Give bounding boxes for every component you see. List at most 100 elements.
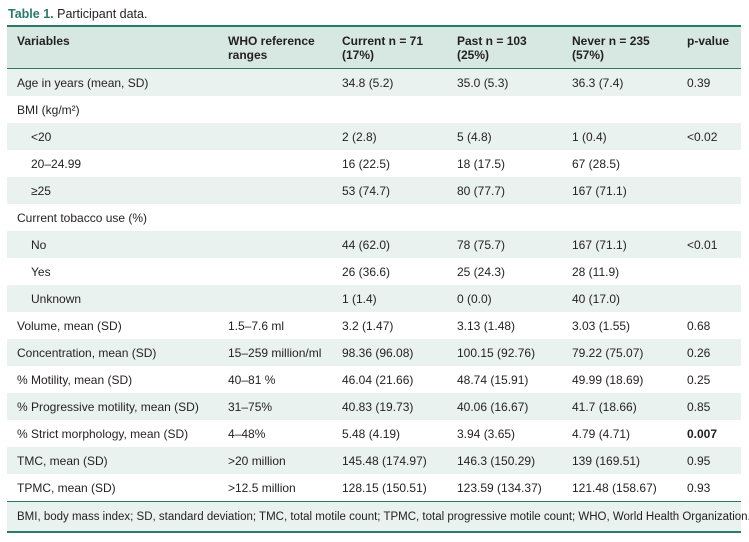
table-cell: 46.04 (21.66) xyxy=(342,372,414,387)
table-cell: ≥25 xyxy=(31,183,51,198)
table-cell: 35.0 (5.3) xyxy=(457,75,509,90)
table-cell: 5 (4.8) xyxy=(457,129,492,144)
table-cell: Yes xyxy=(31,264,51,279)
table-cell xyxy=(218,150,332,177)
table-cell: 123.59 (134.37) xyxy=(457,480,542,495)
table-cell: 49.99 (18.69) xyxy=(572,372,644,387)
table-row: Concentration, mean (SD) 15–259 million/m… xyxy=(7,339,741,366)
table-cell: 79.22 (75.07) xyxy=(572,345,644,360)
table-cell: 128.15 (150.51) xyxy=(342,480,427,495)
table-cell: 100.15 (92.76) xyxy=(457,345,536,360)
table-row: No 44 (62.0) 78 (75.7) 167 (71.1) <0.01 xyxy=(7,231,741,258)
table-cell: <0.02 xyxy=(687,129,718,144)
participant-data-table: Variables WHO reference ranges Current n … xyxy=(7,25,749,533)
table-cell: TMC, mean (SD) xyxy=(17,453,108,468)
table-cell: 121.48 (158.67) xyxy=(572,480,657,495)
table-row: TMC, mean (SD) >20 million 145.48 (174.97)… xyxy=(7,447,741,474)
table-cell: 0.007 xyxy=(687,426,718,441)
table-cell: 31–75% xyxy=(228,399,273,414)
table-cell xyxy=(218,69,332,97)
table-cell: 34.8 (5.2) xyxy=(342,75,394,90)
table-cell: 3.03 (1.55) xyxy=(572,318,631,333)
table-cell: 1 (1.4) xyxy=(342,291,377,306)
table-cell: 20–24.99 xyxy=(31,156,82,171)
table-cell xyxy=(332,204,447,231)
table-row: <20 2 (2.8) 5 (4.8) 1 (0.4) <0.02 xyxy=(7,123,741,150)
table-cell: 78 (75.7) xyxy=(457,237,506,252)
table-cell xyxy=(218,96,332,123)
header-row: Variables WHO reference ranges Current n … xyxy=(7,26,741,69)
header-variables: Variables xyxy=(17,34,70,48)
table-cell xyxy=(677,150,741,177)
table-cell xyxy=(218,285,332,312)
table-cell: 15–259 million/ml xyxy=(228,345,322,360)
table-cell xyxy=(218,258,332,285)
table-row: % Strict morphology, mean (SD) 4–48% 5.48 … xyxy=(7,420,741,447)
table-cell xyxy=(562,96,677,123)
caption-text: Participant data. xyxy=(57,7,148,21)
table-cell xyxy=(447,204,562,231)
header-who-reference: WHO reference ranges xyxy=(228,34,315,62)
table-cell: 167 (71.1) xyxy=(572,183,627,198)
header-past: Past n = 103 (25%) xyxy=(457,34,527,62)
table-cell xyxy=(677,258,741,285)
table-cell: 4–48% xyxy=(228,426,266,441)
table-cell: 41.7 (18.66) xyxy=(572,399,637,414)
table-cell xyxy=(332,96,447,123)
header-current: Current n = 71 (17%) xyxy=(342,34,424,62)
header-never: Never n = 235 (57%) xyxy=(572,34,650,62)
table-container: Variables WHO reference ranges Current n … xyxy=(7,25,749,533)
table-row: TPMC, mean (SD) >12.5 million 128.15 (150.… xyxy=(7,474,741,502)
table-cell: Current tobacco use (%) xyxy=(17,210,148,225)
table-cell: 146.3 (150.29) xyxy=(457,453,536,468)
table-cell: 0.68 xyxy=(687,318,711,333)
table-row: Current tobacco use (%) xyxy=(7,204,741,231)
table-cell xyxy=(677,96,741,123)
table-cell: 36.3 (7.4) xyxy=(572,75,624,90)
table-row: 20–24.99 16 (22.5) 18 (17.5) 67 (28.5) xyxy=(7,150,741,177)
table-cell xyxy=(218,123,332,150)
table-cell: 40.83 (19.73) xyxy=(342,399,414,414)
table-cell xyxy=(447,96,562,123)
table-row: % Motility, mean (SD) 40–81 % 46.04 (21.66… xyxy=(7,366,741,393)
table-cell: 28 (11.9) xyxy=(572,264,620,279)
table-cell: 3.2 (1.47) xyxy=(342,318,394,333)
table-cell: 98.36 (96.08) xyxy=(342,345,414,360)
table-cell: TPMC, mean (SD) xyxy=(17,480,116,495)
table-cell: 40.06 (16.67) xyxy=(457,399,529,414)
table-cell: Concentration, mean (SD) xyxy=(17,345,157,360)
table-row: BMI (kg/m²) xyxy=(7,96,741,123)
table-cell xyxy=(677,204,741,231)
table-cell: <20 xyxy=(31,129,52,144)
table-cell: 0.39 xyxy=(687,75,711,90)
table-cell: 2 (2.8) xyxy=(342,129,377,144)
table-cell: 3.94 (3.65) xyxy=(457,426,516,441)
table-cell: 53 (74.7) xyxy=(342,183,391,198)
table-cell: 44 (62.0) xyxy=(342,237,391,252)
table-cell: 0.93 xyxy=(687,480,711,495)
table-cell: 139 (169.51) xyxy=(572,453,641,468)
table-cell: BMI (kg/m²) xyxy=(17,102,80,117)
table-cell: 0.26 xyxy=(687,345,711,360)
table-cell: 167 (71.1) xyxy=(572,237,627,252)
table-cell: 0 (0.0) xyxy=(457,291,492,306)
table-cell xyxy=(677,285,741,312)
table-cell xyxy=(677,177,741,204)
header-p-value: p-value xyxy=(687,34,730,48)
table-cell: 0.85 xyxy=(687,399,711,414)
table-footnote: BMI, body mass index; SD, standard devia… xyxy=(7,501,749,533)
table-cell xyxy=(218,177,332,204)
table-cell: 5.48 (4.19) xyxy=(342,426,401,441)
table-cell: 26 (36.6) xyxy=(342,264,391,279)
table-cell: % Strict morphology, mean (SD) xyxy=(17,426,189,441)
table-cell: 0.95 xyxy=(687,453,711,468)
table-cell: 3.13 (1.48) xyxy=(457,318,516,333)
table-cell: 4.79 (4.71) xyxy=(572,426,631,441)
table-cell: <0.01 xyxy=(687,237,718,252)
table-cell: Volume, mean (SD) xyxy=(17,318,122,333)
table-cell: % Progressive motility, mean (SD) xyxy=(17,399,199,414)
table-cell: 0.25 xyxy=(687,372,711,387)
table-cell: 16 (22.5) xyxy=(342,156,391,171)
table-row: Age in years (mean, SD) 34.8 (5.2) 35.0 (5… xyxy=(7,68,741,97)
table-row: % Progressive motility, mean (SD) 31–75% 4… xyxy=(7,393,741,420)
